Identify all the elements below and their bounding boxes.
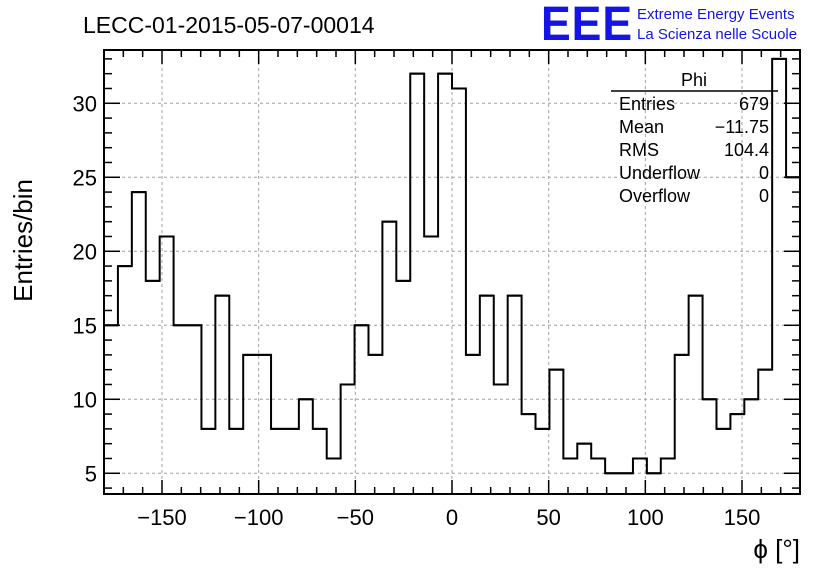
x-tick-label: 0 — [446, 505, 458, 530]
stat-label-mean: Mean — [619, 117, 664, 137]
logo-line-1: Extreme Energy Events — [637, 6, 795, 23]
stat-label-underflow: Underflow — [619, 163, 701, 183]
histogram-bins — [104, 57, 800, 475]
eee-logo: EEE Extreme Energy Events La Scienza nel… — [541, 0, 797, 51]
x-tick-label: −150 — [137, 505, 187, 530]
axis-ticks — [103, 50, 801, 494]
x-tick-label: −50 — [337, 505, 374, 530]
x-tick-label: 150 — [724, 505, 761, 530]
x-tick-labels: −150 −100 −50 0 50 100 150 — [137, 505, 760, 530]
stat-value-entries: 679 — [739, 94, 769, 114]
y-tick-label: 10 — [73, 387, 97, 412]
y-tick-labels: 5 10 15 20 25 30 — [73, 91, 97, 486]
x-tick-label: −100 — [234, 505, 284, 530]
plot-frame — [103, 49, 801, 495]
x-tick-label: 50 — [536, 505, 560, 530]
eee-logo-mark: EEE — [541, 0, 633, 51]
stat-label-rms: RMS — [619, 140, 659, 160]
x-tick-label: 100 — [627, 505, 664, 530]
y-tick-label: 5 — [85, 461, 97, 486]
stat-value-rms: 104.4 — [724, 140, 769, 160]
y-tick-label: 30 — [73, 91, 97, 116]
y-axis-title: Entries/bin — [8, 179, 38, 302]
x-axis-title: ϕ [°] — [753, 534, 800, 564]
stats-box: Phi Entries 679 Mean −11.75 RMS 104.4 Un… — [611, 70, 778, 206]
y-tick-label: 20 — [73, 239, 97, 264]
chart-title: LECC-01-2015-05-07-00014 — [83, 12, 375, 38]
grid — [104, 50, 800, 494]
y-tick-label: 25 — [73, 165, 97, 190]
stats-box-title: Phi — [681, 70, 707, 90]
stat-value-overflow: 0 — [759, 186, 769, 206]
stat-value-underflow: 0 — [759, 163, 769, 183]
stat-value-mean: −11.75 — [715, 117, 769, 137]
stat-label-entries: Entries — [619, 94, 675, 114]
stat-label-overflow: Overflow — [619, 186, 691, 206]
logo-line-2: La Scienza nelle Scuole — [637, 26, 797, 43]
y-tick-label: 15 — [73, 313, 97, 338]
